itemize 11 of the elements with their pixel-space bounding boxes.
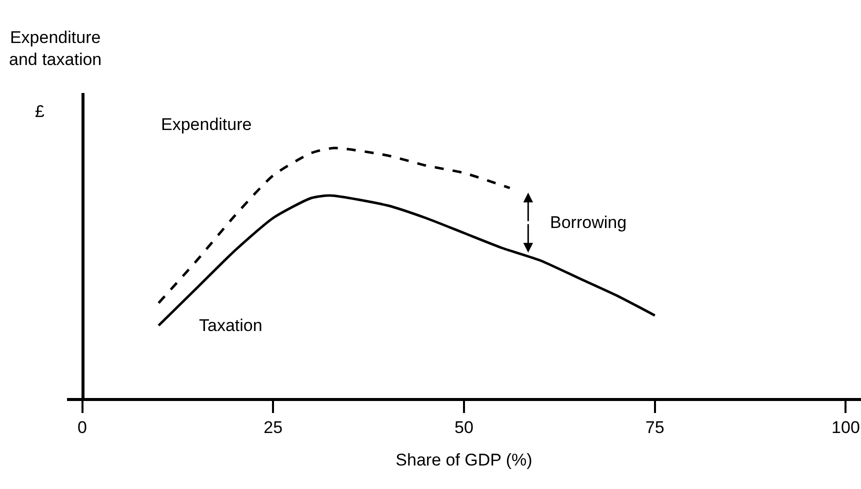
x-axis-title: Share of GDP (%) bbox=[396, 450, 532, 470]
x-tick-label: 50 bbox=[454, 418, 474, 438]
series-label: Taxation bbox=[199, 316, 262, 335]
annotation: Borrowing bbox=[550, 213, 627, 232]
y-axis-title: Expenditure and taxation bbox=[9, 28, 102, 70]
text: Expenditure bbox=[161, 115, 252, 134]
x-tick-label: 0 bbox=[78, 418, 88, 438]
text: £ bbox=[35, 102, 45, 121]
x-tick-label: 75 bbox=[645, 418, 664, 438]
x-tick-label: 100 bbox=[832, 418, 860, 438]
x-tick-label: 25 bbox=[264, 418, 283, 438]
